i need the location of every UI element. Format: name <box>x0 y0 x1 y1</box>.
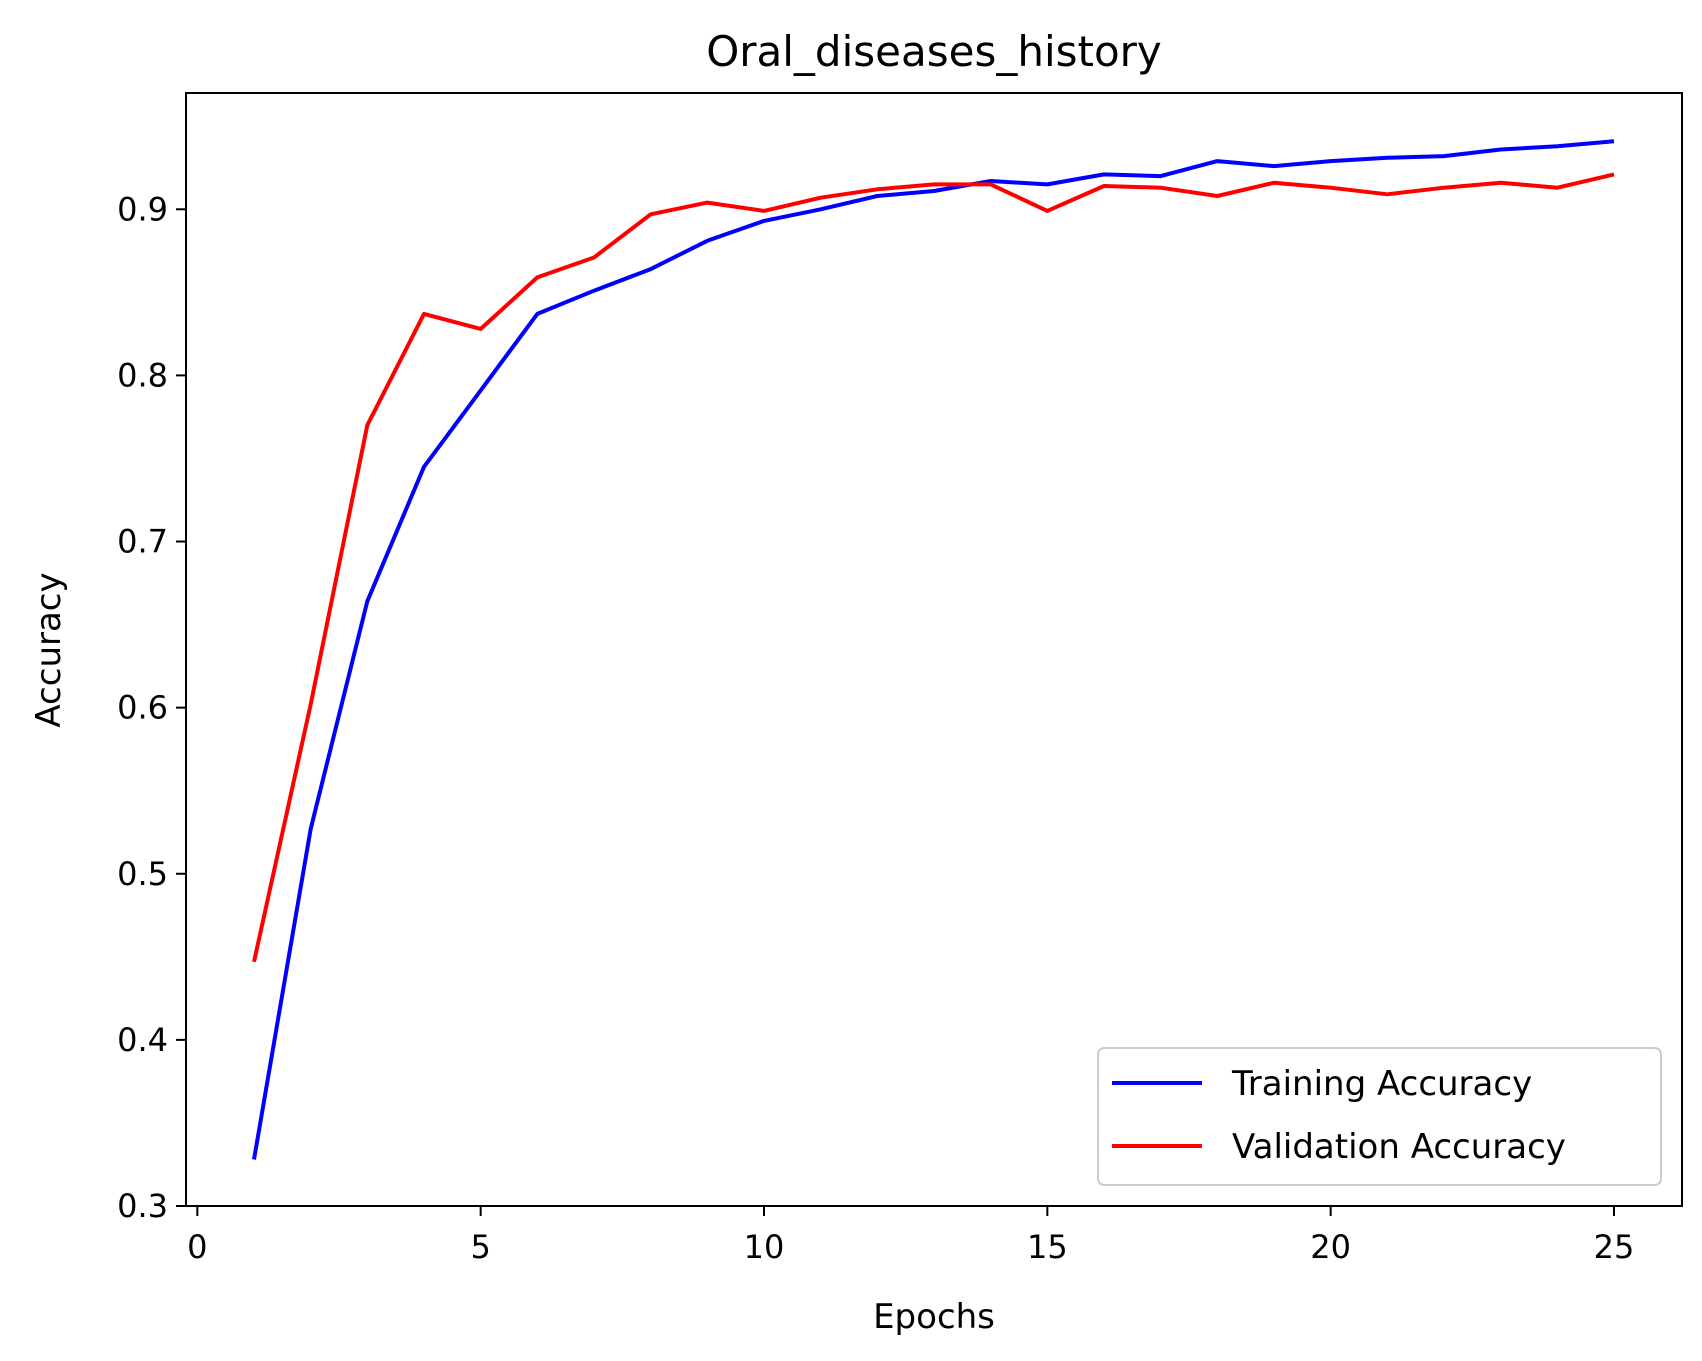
y-tick-label: 0.3 <box>117 1187 168 1225</box>
x-tick-label: 5 <box>470 1228 490 1266</box>
y-axis-label: Accuracy <box>29 572 69 727</box>
y-tick-label: 0.6 <box>117 689 168 727</box>
series-line-training <box>252 139 1615 1160</box>
y-tick-label: 0.5 <box>117 855 168 893</box>
legend: Training Accuracy Validation Accuracy <box>1097 1047 1662 1186</box>
y-tick-label: 0.8 <box>117 356 168 394</box>
legend-label-training: Training Accuracy <box>1231 1064 1532 1104</box>
plot-area <box>185 92 1683 1207</box>
y-tick-label: 0.4 <box>117 1021 168 1059</box>
y-tick-label: 0.7 <box>117 523 168 561</box>
legend-label-validation: Validation Accuracy <box>1232 1127 1566 1167</box>
plot-background <box>186 93 1682 1206</box>
y-axis: 0.3 0.4 0.5 0.6 0.7 0.8 0.9 <box>117 190 186 1225</box>
x-tick-label: 10 <box>744 1228 785 1266</box>
x-tick-label: 0 <box>187 1228 207 1266</box>
x-tick-label: 15 <box>1027 1228 1068 1266</box>
series-layer <box>252 139 1615 1160</box>
series-line-validation <box>252 172 1615 963</box>
chart-title: Oral_diseases_history <box>706 27 1162 76</box>
x-axis-label: Epochs <box>873 1297 995 1337</box>
x-axis: 0 5 10 15 20 25 <box>187 1206 1634 1266</box>
plot-frame <box>185 92 1683 1207</box>
x-tick-label: 20 <box>1310 1228 1351 1266</box>
legend-box <box>1097 1047 1662 1186</box>
y-tick-label: 0.9 <box>117 190 168 228</box>
x-tick-label: 25 <box>1594 1228 1635 1266</box>
